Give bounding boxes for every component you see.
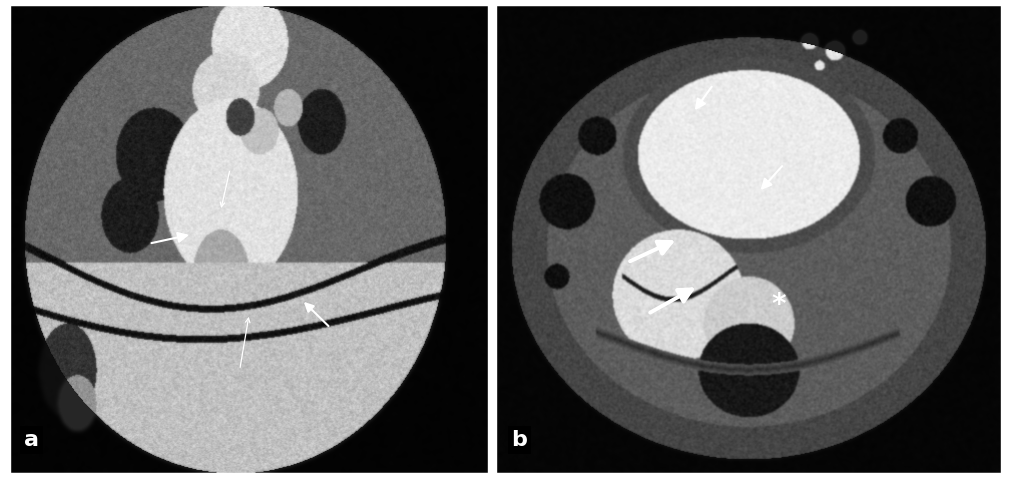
Text: b: b [512,430,528,450]
Text: *: * [771,291,787,318]
Text: a: a [24,430,39,450]
